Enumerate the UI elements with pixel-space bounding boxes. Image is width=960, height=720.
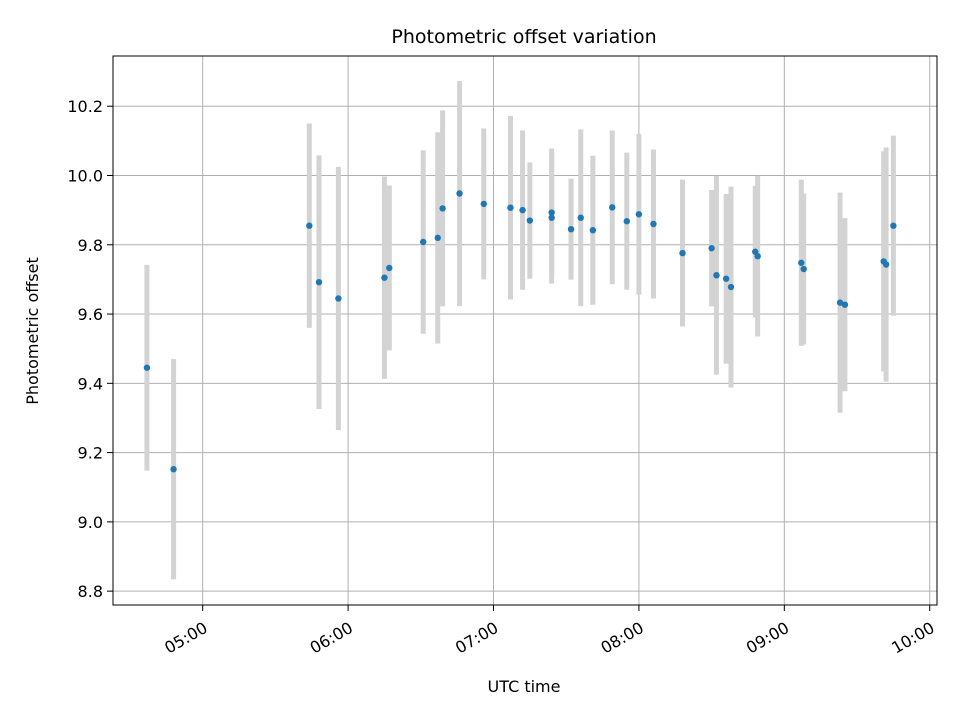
data-point xyxy=(800,265,807,273)
data-point xyxy=(306,222,313,229)
data-point xyxy=(609,204,616,211)
data-point xyxy=(708,245,715,252)
y-tick-label: 9.8 xyxy=(78,236,103,255)
data-point xyxy=(480,200,487,208)
y-axis-ticks: 8.8 9.0 9.2 9.4 9.6 9.8 10.0 10.2 xyxy=(67,97,113,601)
data-point xyxy=(635,211,643,218)
data-point xyxy=(650,220,657,228)
data-point xyxy=(841,301,849,308)
y-tick-label: 9.6 xyxy=(78,305,103,324)
data-point xyxy=(434,234,441,242)
y-tick-label: 9.4 xyxy=(78,374,103,393)
data-points xyxy=(143,190,897,473)
data-point xyxy=(589,227,597,234)
data-point xyxy=(456,190,463,197)
y-tick-label: 9.2 xyxy=(78,444,103,463)
data-point xyxy=(439,205,446,212)
data-point xyxy=(420,238,427,246)
data-point xyxy=(507,204,514,211)
data-point xyxy=(577,214,584,221)
data-point xyxy=(170,466,177,473)
y-tick-label: 9.0 xyxy=(78,513,103,532)
data-point xyxy=(548,214,555,221)
data-point xyxy=(526,217,534,224)
data-point xyxy=(882,261,890,268)
data-point xyxy=(315,278,323,286)
y-tick-label: 10.2 xyxy=(67,97,103,116)
data-point xyxy=(713,272,720,279)
data-point xyxy=(567,225,575,233)
data-point xyxy=(519,206,526,214)
y-tick-label: 8.8 xyxy=(78,582,103,601)
data-point xyxy=(722,275,730,282)
data-point xyxy=(836,299,844,306)
data-point xyxy=(890,222,897,229)
data-point xyxy=(727,283,735,291)
data-point xyxy=(381,274,388,281)
data-point xyxy=(798,259,805,266)
data-point xyxy=(679,249,686,257)
x-axis-label: UTC time xyxy=(488,677,561,696)
data-point xyxy=(335,295,342,302)
y-axis-label: Photometric offset xyxy=(23,257,42,405)
data-point xyxy=(386,264,393,272)
chart-title: Photometric offset variation xyxy=(391,26,656,48)
data-point xyxy=(143,364,151,371)
data-point xyxy=(623,218,630,225)
data-point xyxy=(548,209,555,216)
plot-frame xyxy=(112,55,938,606)
y-tick-label: 10.0 xyxy=(67,166,103,185)
data-point xyxy=(754,253,761,260)
